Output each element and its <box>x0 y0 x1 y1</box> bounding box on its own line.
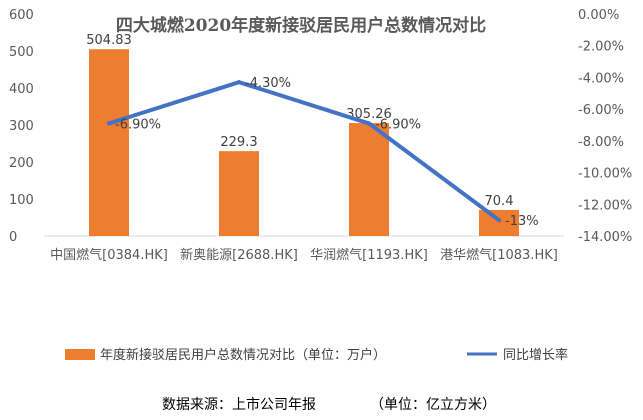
legend-swatch-bar <box>65 349 95 360</box>
left-tick-label: 600 <box>9 8 34 23</box>
right-tick-label: -10.00% <box>578 167 632 182</box>
legend: 年度新接驳居民用户总数情况对比（单位：万户） 同比增长率 <box>65 347 568 363</box>
category-label: 新奥能源[2688.HK] <box>180 247 298 263</box>
right-tick-label: -4.00% <box>578 71 624 86</box>
line-point <box>367 121 371 126</box>
bar <box>89 49 129 237</box>
bar <box>219 151 259 236</box>
line-series <box>107 80 501 223</box>
left-tick-label: 100 <box>9 193 34 208</box>
bar <box>349 123 389 236</box>
line-data-labels: -6.90% -4.30% -6.90% -13% <box>115 76 539 229</box>
bar-series <box>89 49 519 237</box>
left-tick-label: 500 <box>9 45 34 60</box>
left-axis: 0 100 200 300 400 500 600 <box>9 8 34 245</box>
unit-note: （单位：亿立方米） <box>370 397 496 413</box>
left-tick-label: 0 <box>9 230 17 245</box>
left-tick-label: 300 <box>9 119 34 134</box>
left-tick-label: 200 <box>9 156 34 171</box>
right-tick-label: -6.00% <box>578 103 624 118</box>
bar <box>479 209 519 236</box>
right-tick-label: -2.00% <box>578 40 624 55</box>
line-data-label: -13% <box>505 214 539 229</box>
legend-label-bar: 年度新接驳居民用户总数情况对比（单位：万户） <box>100 347 386 363</box>
line-point <box>497 218 501 223</box>
right-axis: 0.00% -2.00% -4.00% -6.00% -8.00% -10.00% -12.… <box>578 8 632 245</box>
left-tick-label: 400 <box>9 82 34 97</box>
legend-label-line: 同比增长率 <box>503 347 568 363</box>
right-tick-label: -12.00% <box>578 198 632 213</box>
right-tick-label: -14.00% <box>578 230 632 245</box>
bar-data-label: 504.83 <box>86 33 132 48</box>
category-labels: 中国燃气[0384.HK] 新奥能源[2688.HK] 华润燃气[1193.HK] 港… <box>50 247 558 263</box>
line-point <box>237 80 241 85</box>
right-tick-label: -8.00% <box>578 135 624 150</box>
source-note: 数据来源：上市公司年报 <box>162 396 316 413</box>
line-point <box>107 121 111 126</box>
category-label: 华润燃气[1193.HK] <box>310 247 428 263</box>
line-path <box>107 80 501 223</box>
category-label: 中国燃气[0384.HK] <box>50 247 168 263</box>
bar-data-label: 229.3 <box>220 135 257 150</box>
line-data-label: -4.30% <box>245 76 291 91</box>
right-tick-label: 0.00% <box>578 8 619 23</box>
line-data-label: -6.90% <box>375 117 421 132</box>
bar-data-label: 70.4 <box>485 194 514 209</box>
chart-title: 四大城燃2020年度新接驳居民用户总数情况对比 <box>116 15 486 36</box>
line-data-label: -6.90% <box>115 117 161 132</box>
category-label: 港华燃气[1083.HK] <box>440 247 558 263</box>
